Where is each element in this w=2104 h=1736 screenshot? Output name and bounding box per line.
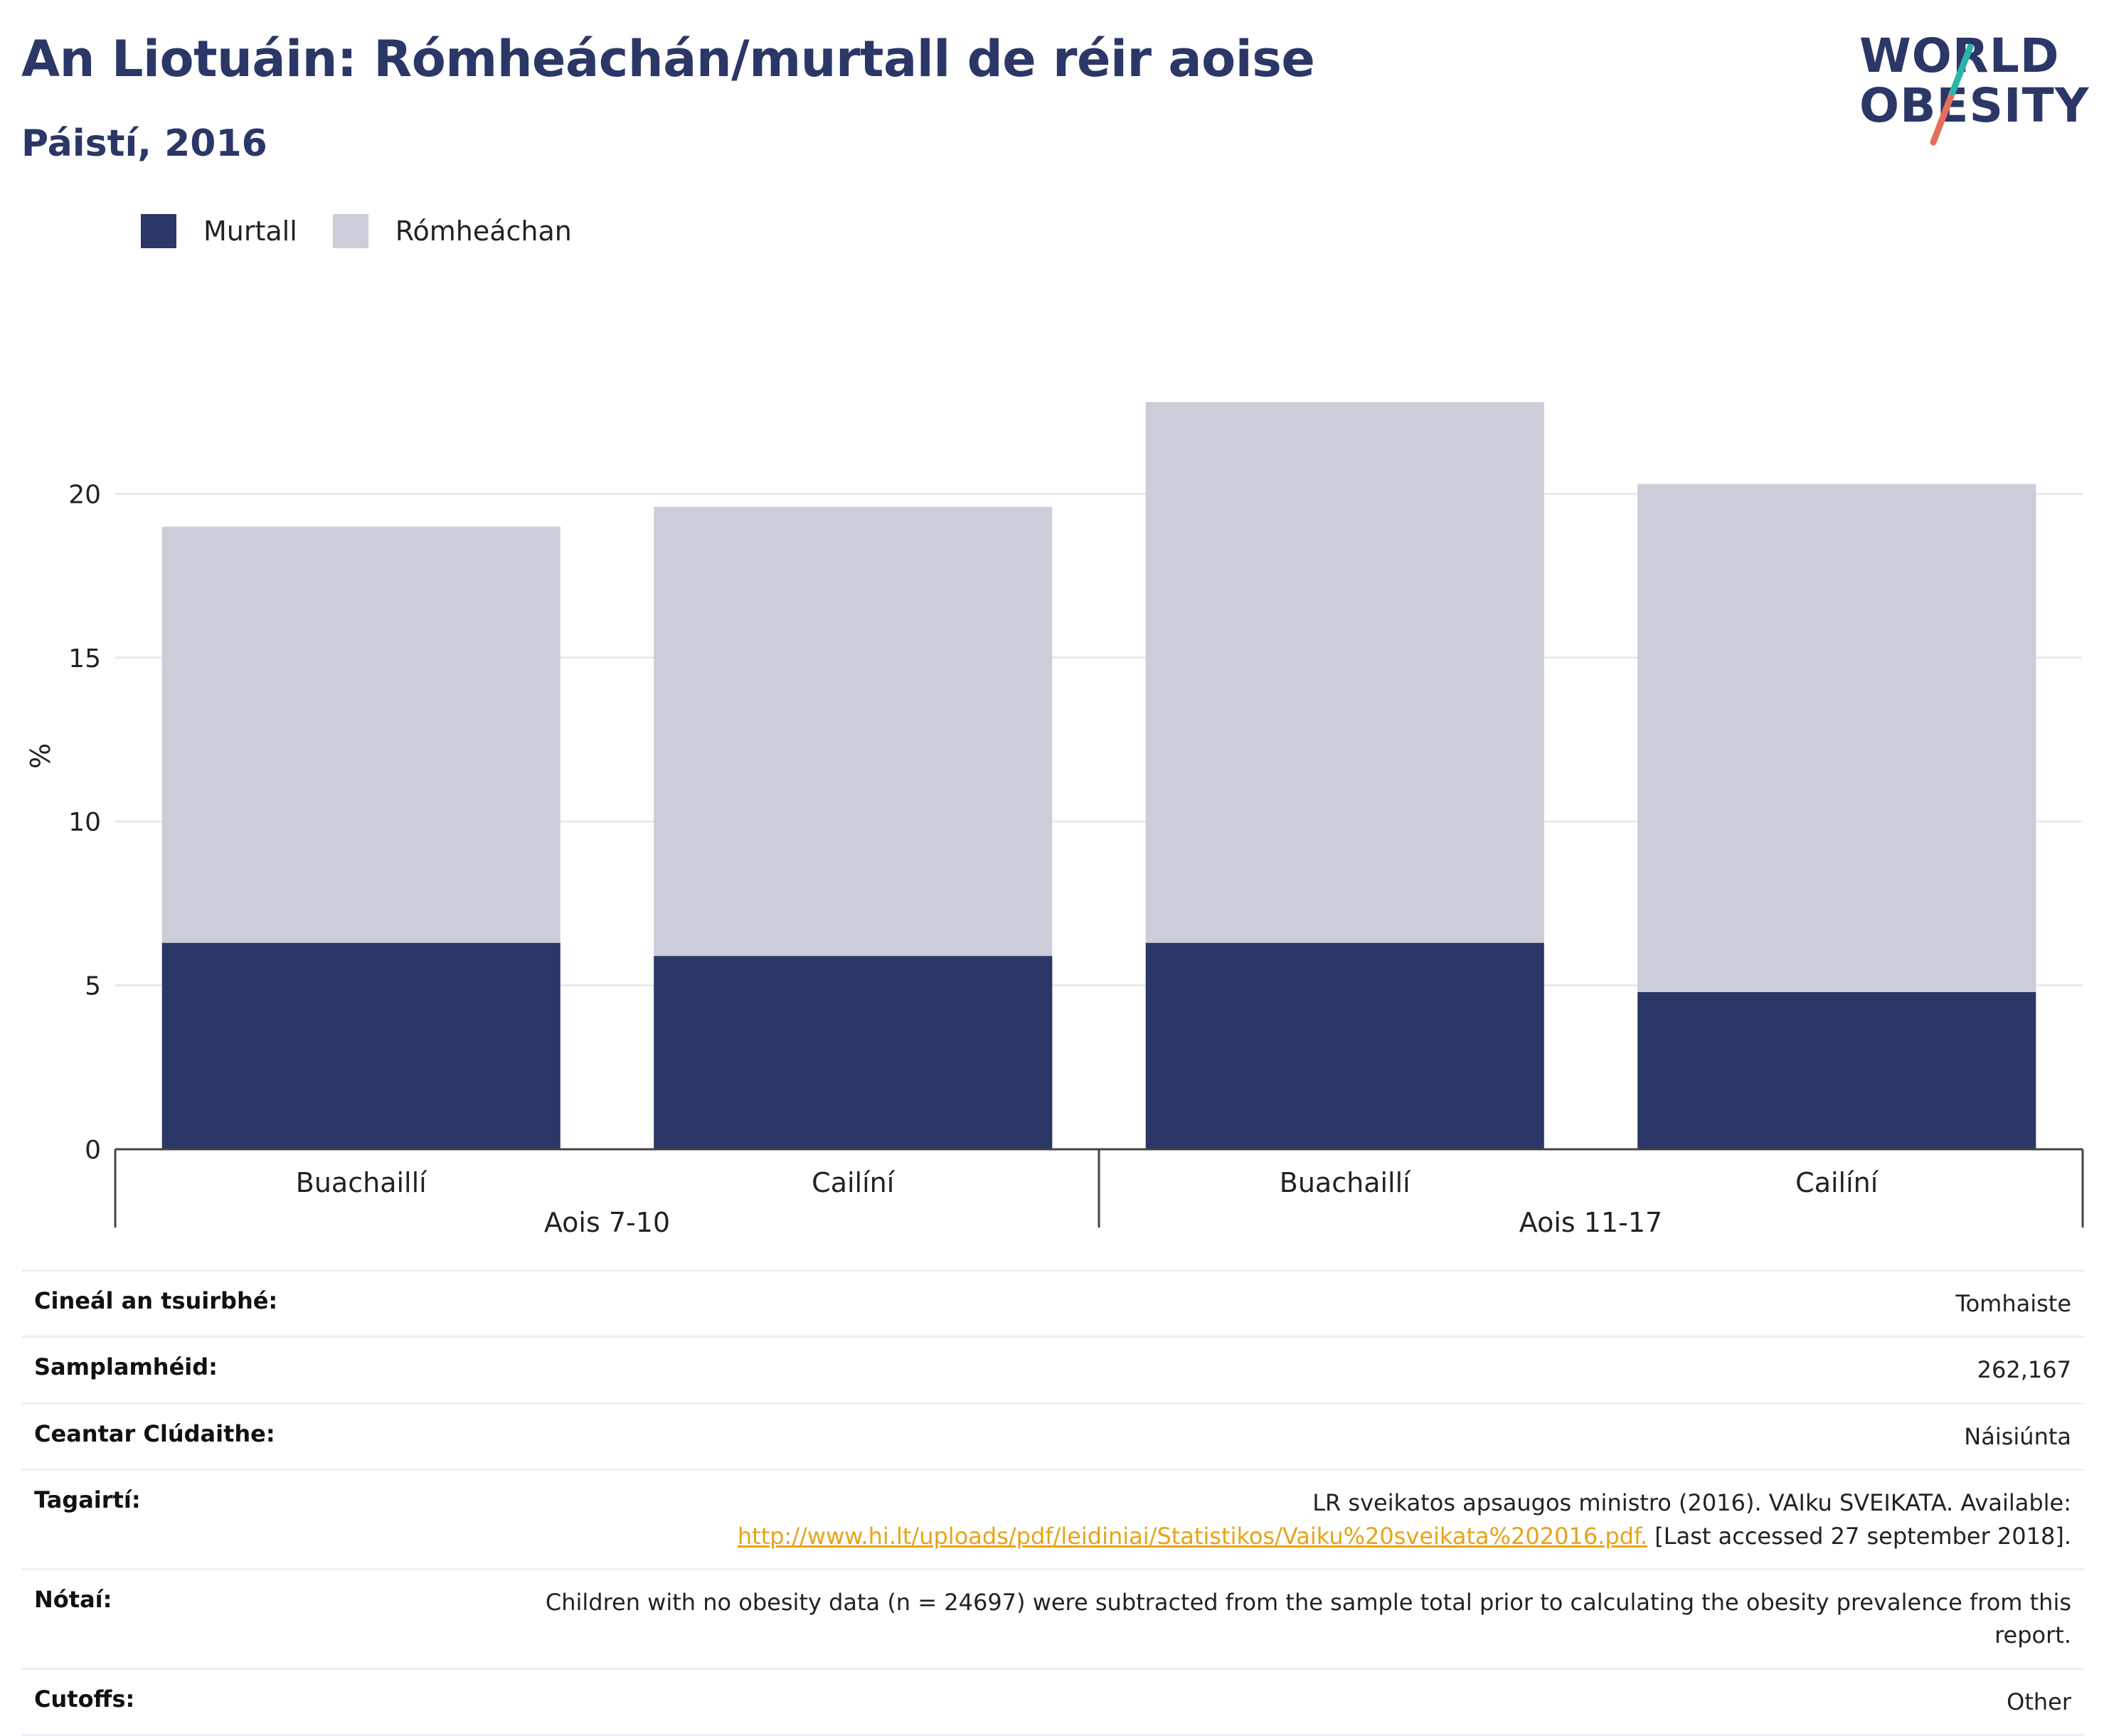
reference-accessed: [Last accessed 27 september 2018]. [1647,1522,2071,1550]
legend-item-murtall: Murtall [141,214,297,248]
bar-rómheáchan [161,526,560,943]
x-group-label: Aois 11-17 [1519,1207,1662,1238]
page-subtitle: Páistí, 2016 [21,122,267,165]
info-label: Cineál an tsuirbhé: [34,1287,278,1314]
logo-slash-icon [1930,43,1974,146]
legend-label-romheachan: Rómheáchan [395,215,572,247]
bar-murtall [1637,991,2036,1149]
survey-info-table: Cineál an tsuirbhé: Tomhaiste Samplamhéi… [21,1269,2084,1736]
info-row-area-covered: Ceantar Clúdaithe: Náisiúnta [21,1402,2084,1469]
y-tick-label: 20 [68,480,101,509]
info-label: Tagairtí: [34,1486,141,1514]
bar-murtall [161,942,560,1149]
info-row-references: Tagairtí: LR sveikatos apsaugos ministro… [21,1469,2084,1568]
y-tick-label: 10 [68,808,101,837]
y-tick-label: 0 [85,1136,101,1165]
info-value: 262,167 [1977,1356,2071,1384]
x-category-label: Cailíní [812,1167,896,1198]
world-obesity-logo: WORLD OBESITY [1856,28,2091,153]
info-value: Náisiúnta [1964,1422,2071,1450]
notes-text-line2: report. [1994,1621,2071,1649]
info-label: Cutoffs: [34,1685,135,1713]
bar-rómheáchan [1637,484,2036,992]
x-group-label: Aois 7-10 [544,1207,670,1238]
stacked-bar-chart: 0 5 10 15 20% Buachaillí Cailíní Buachaillí Cail… [25,402,2084,1238]
y-tick-label: 15 [68,644,101,673]
bar-rómheáchan [654,506,1053,957]
reference-link[interactable]: http://www.hi.lt/uploads/pdf/leidiniai/S… [737,1522,1648,1550]
legend-swatch-murtall [141,214,176,248]
chart-legend: Murtall Rómheáchan [141,210,607,252]
bar-rómheáchan [1145,402,1544,943]
x-category-label: Buachaillí [1280,1167,1411,1198]
legend-swatch-romheachan [332,214,368,248]
info-label: Nótaí: [34,1585,112,1613]
x-category-label: Cailíní [1795,1167,1879,1198]
page-title: An Liotuáin: Rómheáchán/murtall de réir … [21,30,1315,88]
logo-line-2: OBESITY [1859,78,2090,133]
info-row-sample-size: Samplamhéid: 262,167 [21,1336,2084,1402]
info-label: Ceantar Clúdaithe: [34,1420,275,1447]
y-tick-label: 5 [85,972,101,1001]
reference-text: LR sveikatos apsaugos ministro (2016). V… [1312,1489,2071,1517]
x-category-label: Buachaillí [296,1167,427,1198]
legend-item-romheachan: Rómheáchan [332,214,572,248]
legend-label-murtall: Murtall [203,215,297,247]
info-row-notes: Nótaí: Children with no obesity data (n … [21,1567,2084,1668]
info-row-survey-type: Cineál an tsuirbhé: Tomhaiste [21,1269,2084,1336]
info-value: Other [2007,1688,2071,1715]
y-axis-label: % [25,743,56,769]
notes-text-line1: Children with no obesity data (n = 24697… [545,1588,2071,1616]
info-value: Tomhaiste [1955,1290,2071,1317]
bar-murtall [1145,942,1544,1149]
info-value: Children with no obesity data (n = 24697… [533,1570,2084,1668]
info-value: LR sveikatos apsaugos ministro (2016). V… [725,1471,2084,1568]
info-row-cutoffs: Cutoffs: Other [21,1667,2084,1736]
bar-murtall [654,956,1053,1149]
info-label: Samplamhéid: [34,1353,218,1381]
